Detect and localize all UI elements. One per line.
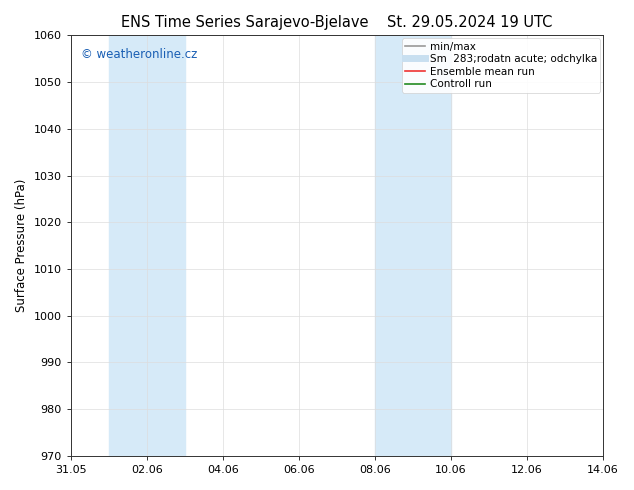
Text: © weatheronline.cz: © weatheronline.cz	[81, 48, 198, 61]
Bar	[375, 35, 451, 456]
Legend: min/max, Sm  283;rodatn acute; odchylka, Ensemble mean run, Controll run: min/max, Sm 283;rodatn acute; odchylka, …	[401, 38, 600, 93]
Bar	[109, 35, 184, 456]
Title: ENS Time Series Sarajevo-Bjelave    St. 29.05.2024 19 UTC: ENS Time Series Sarajevo-Bjelave St. 29.…	[121, 15, 553, 30]
Y-axis label: Surface Pressure (hPa): Surface Pressure (hPa)	[15, 179, 28, 312]
